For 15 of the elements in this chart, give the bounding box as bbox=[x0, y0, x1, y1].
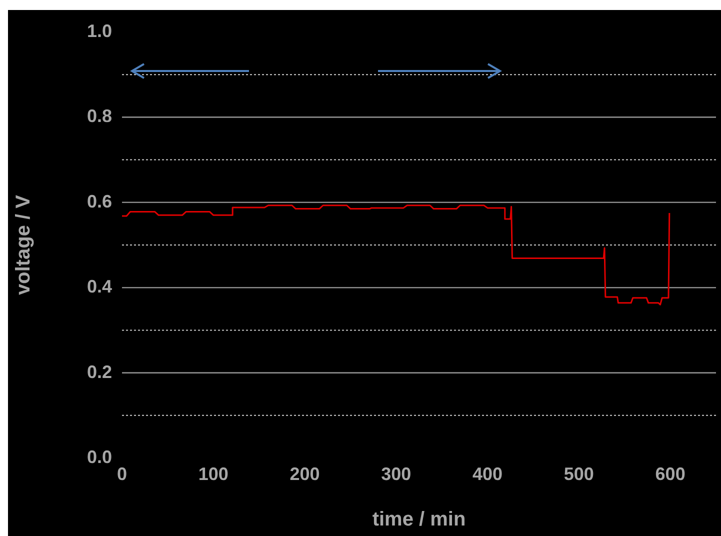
y-tick-label: 0.6 bbox=[86, 191, 112, 212]
x-tick-label: 600 bbox=[655, 464, 686, 484]
y-tick-label: 1.0 bbox=[86, 20, 112, 41]
y-tick-label: 0.2 bbox=[86, 362, 112, 382]
x-tick-label: 500 bbox=[564, 464, 594, 484]
x-tick-label: 200 bbox=[290, 464, 320, 484]
x-tick-label: 100 bbox=[198, 464, 228, 484]
y-tick-label: 0.0 bbox=[86, 446, 112, 467]
x-tick-label: 400 bbox=[472, 464, 503, 484]
x-tick-label: 0 bbox=[116, 464, 128, 484]
x-axis-title: time / min bbox=[372, 508, 466, 531]
y-axis-title: voltage / V bbox=[12, 194, 35, 296]
y-tick-label: 0.4 bbox=[86, 276, 112, 297]
x-tick-label: 300 bbox=[381, 464, 412, 484]
y-tick-label: 0.8 bbox=[86, 106, 112, 126]
